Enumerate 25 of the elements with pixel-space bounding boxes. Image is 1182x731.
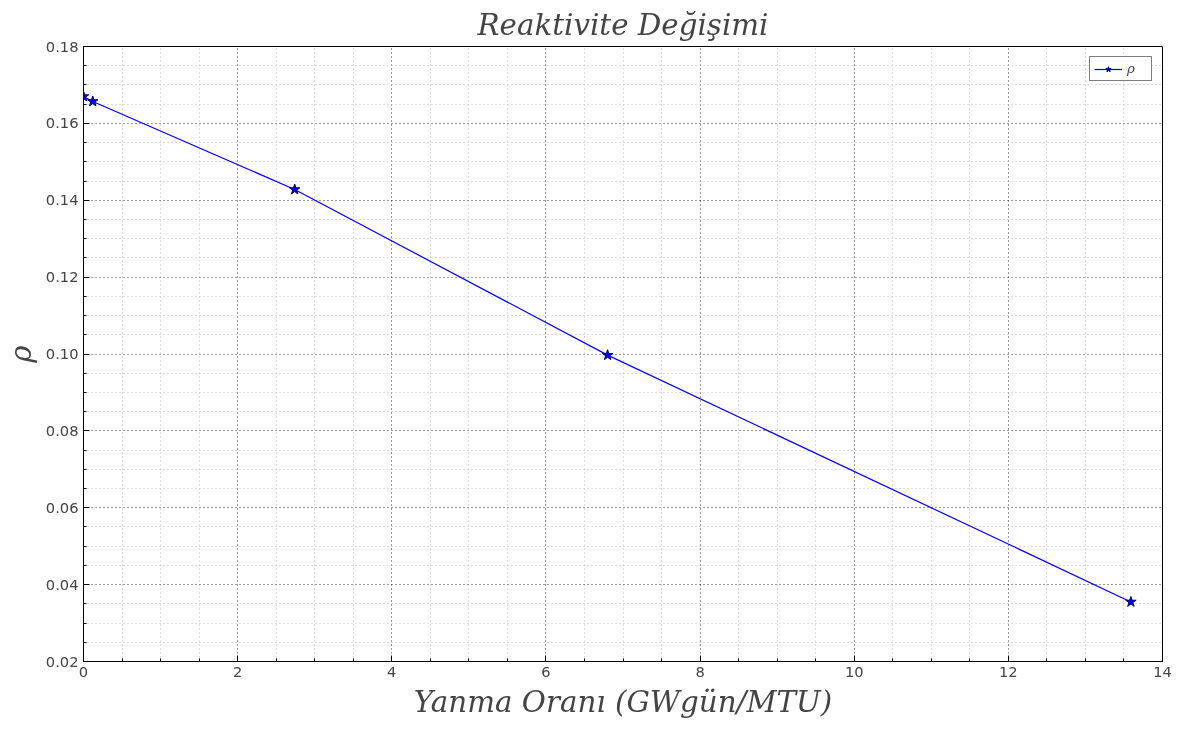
y-tick-label: 0.18 [45, 37, 79, 55]
y-tick-label: 0.02 [45, 652, 79, 670]
y-axis-title: ρ [3, 344, 38, 364]
point [601, 349, 614, 361]
x-tick-label: 10 [844, 662, 864, 680]
y-tick-label: 0.14 [45, 191, 79, 209]
x-tick-label: 8 [695, 662, 705, 680]
x-tick-label: 2 [232, 662, 243, 680]
x-tick-label: 6 [541, 662, 551, 680]
y-tick-label: 0.06 [45, 498, 79, 516]
y-tick-label: 0.12 [45, 268, 79, 286]
y-tick-label: 0.08 [45, 421, 79, 439]
x-tick-label: 0 [78, 662, 89, 680]
x-axis-title: Yanma Oranı (GWgün/MTU) [413, 684, 833, 719]
x-tick-label: 14 [1153, 662, 1172, 680]
chart-title: Reaktivite Değişimi [476, 7, 769, 42]
legend-label: ρ [1127, 61, 1136, 76]
point [288, 183, 301, 195]
x-tick-label: 4 [387, 662, 397, 680]
y-tick-label: 0.16 [45, 114, 79, 132]
point [1125, 595, 1137, 607]
x-tick-label: 12 [999, 662, 1018, 680]
point [87, 95, 99, 107]
y-tick-label: 0.10 [45, 345, 79, 362]
y-tick-label: 0.04 [45, 575, 79, 593]
